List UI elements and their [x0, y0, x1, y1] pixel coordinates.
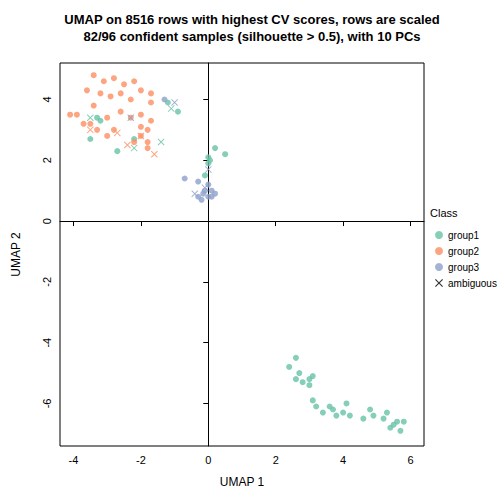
svg-text:group3: group3	[448, 262, 480, 273]
svg-text:-4: -4	[69, 454, 79, 466]
svg-text:ambiguous: ambiguous	[448, 278, 497, 289]
svg-text:group1: group1	[448, 230, 480, 241]
svg-text:-6: -6	[41, 399, 53, 409]
svg-text:4: 4	[41, 96, 53, 102]
svg-text:6: 6	[407, 454, 413, 466]
svg-text:0: 0	[41, 218, 53, 224]
svg-text:0: 0	[205, 454, 211, 466]
svg-text:group2: group2	[448, 246, 480, 257]
svg-text:82/96 confident samples (silho: 82/96 confident samples (silhouette > 0.…	[83, 29, 420, 44]
svg-text:UMAP on 8516 rows with highest: UMAP on 8516 rows with highest CV scores…	[64, 12, 440, 27]
svg-text:Class: Class	[430, 207, 458, 219]
svg-text:UMAP 2: UMAP 2	[9, 232, 23, 277]
svg-text:-2: -2	[136, 454, 146, 466]
svg-text:-4: -4	[41, 338, 53, 348]
svg-text:2: 2	[273, 454, 279, 466]
svg-text:2: 2	[41, 157, 53, 163]
svg-text:4: 4	[340, 454, 346, 466]
svg-text:-2: -2	[41, 277, 53, 287]
svg-text:UMAP 1: UMAP 1	[220, 475, 265, 489]
